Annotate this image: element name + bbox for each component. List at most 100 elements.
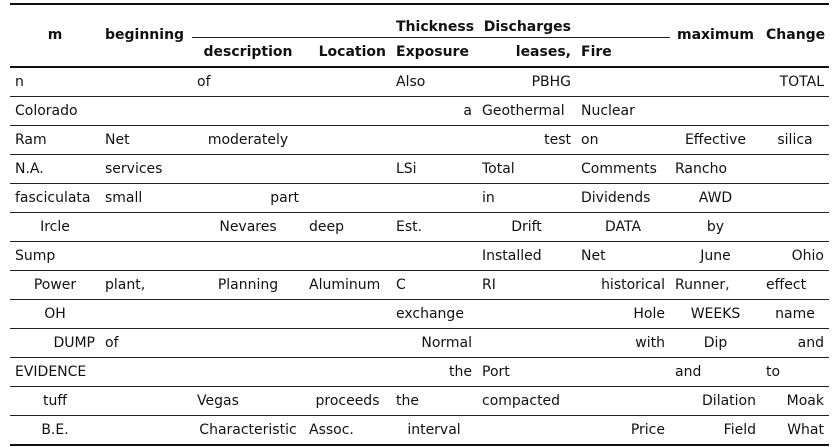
table-cell: proceeds	[304, 386, 391, 416]
table-cell	[761, 183, 829, 213]
table-cell: silica	[761, 125, 829, 155]
table-cell: moderately	[192, 125, 304, 155]
table-cell	[477, 299, 576, 329]
table-cell	[304, 241, 391, 271]
table-cell: effect	[761, 270, 829, 300]
table-cell: Nevares	[192, 212, 304, 242]
table-cell: by	[670, 212, 761, 242]
table-cell: Dividends	[576, 183, 670, 213]
table-cell	[100, 386, 192, 416]
table-cell	[100, 212, 192, 242]
table-cell	[576, 67, 670, 97]
table-cell: Ircle	[10, 212, 100, 242]
table-cell: and	[670, 357, 761, 387]
table-cell	[670, 96, 761, 126]
table-row: B.E. Characteristic Assoc. interval Price Fie…	[10, 415, 829, 445]
table-cell: PBHG	[531, 74, 571, 90]
table-row: EVIDENCE the Port and to	[10, 357, 829, 387]
table-cell	[304, 67, 391, 97]
header-change: Change	[766, 26, 826, 43]
table-cell	[192, 299, 304, 329]
header-spacer	[192, 4, 304, 38]
table-row: DUMP of Normal with Dip and	[10, 328, 829, 358]
table-cell: compacted	[477, 386, 576, 416]
table-cell: Comments	[576, 154, 670, 184]
table-cell: C	[391, 270, 477, 300]
table-cell: name	[761, 299, 829, 329]
table-cell: Colorado	[10, 96, 100, 126]
table-cell: Price	[576, 415, 670, 445]
table-cell: Field	[670, 415, 761, 445]
table-cell: Runner,	[670, 270, 761, 300]
table-cell: of	[197, 74, 211, 90]
table-row: OH exchange Hole WEEKS name	[10, 299, 829, 329]
table-cell: small	[100, 183, 192, 213]
table-cell: Hole	[576, 299, 670, 329]
table-cell	[391, 183, 477, 213]
table-cell: Rancho	[670, 154, 761, 184]
table-cell: RI	[477, 270, 576, 300]
table-cell: and	[761, 328, 829, 358]
table-cell	[761, 96, 829, 126]
table-cell	[192, 241, 304, 271]
header-maximum: maximum	[676, 26, 754, 43]
table-cell: to	[761, 357, 829, 387]
table-header: m beginning Thickness Discharges maximum…	[10, 4, 829, 67]
header-beginning: beginning	[105, 26, 185, 43]
table-cell: OH	[10, 299, 100, 329]
table-cell	[761, 154, 829, 184]
table-cell: Ram	[10, 125, 100, 155]
table-row: N.A. services LSi Total Comments Rancho	[10, 154, 829, 184]
table-cell	[192, 154, 304, 184]
table-cell: on	[576, 125, 670, 155]
table-cell: n	[15, 74, 24, 90]
table-cell: Dilation	[670, 386, 761, 416]
table-cell: Assoc.	[304, 415, 391, 445]
table-body: n of Also PBHG TOTAL Colorado a Geothermal Nucle…	[10, 67, 829, 445]
table-cell	[477, 415, 576, 445]
header-description: description	[203, 44, 293, 60]
table-cell: EVIDENCE	[10, 357, 100, 387]
table-cell: Moak	[761, 386, 829, 416]
table-cell: Port	[477, 357, 576, 387]
table-cell	[100, 415, 192, 445]
table-cell	[576, 357, 670, 387]
table-cell	[100, 241, 192, 271]
table-cell: the	[391, 386, 477, 416]
table-cell: deep	[304, 212, 391, 242]
table-cell: Nuclear	[576, 96, 670, 126]
table-cell	[304, 299, 391, 329]
header-spacer	[304, 4, 391, 38]
table-cell: TOTAL	[779, 74, 824, 90]
table-cell	[304, 125, 391, 155]
header-fire: Fire	[581, 44, 612, 60]
header-group-thickness: Thickness	[391, 4, 477, 38]
table-cell: Total	[477, 154, 576, 184]
table-row: Ram Net moderately test on Effective silica	[10, 125, 829, 155]
table-cell: AWD	[670, 183, 761, 213]
header-leases: leases,	[515, 44, 571, 60]
table-cell	[100, 299, 192, 329]
table-cell: Sump	[10, 241, 100, 271]
table-cell: Net	[100, 125, 192, 155]
table-row: Ircle Nevares deep Est. Drift DATA by	[10, 212, 829, 242]
table-cell	[477, 328, 576, 358]
table-cell	[100, 67, 192, 97]
table-cell: Geothermal	[477, 96, 576, 126]
table-cell: part	[192, 183, 304, 213]
table-cell: Characteristic	[192, 415, 304, 445]
table-cell: What	[761, 415, 829, 445]
table-row: fasciculata small part in Dividends AWD	[10, 183, 829, 213]
table-row: Colorado a Geothermal Nuclear	[10, 96, 829, 126]
table-cell	[576, 386, 670, 416]
table-cell: DUMP	[10, 328, 100, 358]
table-row: tuff Vegas proceeds the compacted Dilation Moa…	[10, 386, 829, 416]
table-cell: historical	[576, 270, 670, 300]
table-cell: interval	[391, 415, 477, 445]
table-cell	[391, 125, 477, 155]
header-spacer	[576, 4, 670, 38]
table-cell	[670, 67, 761, 97]
table-cell	[100, 96, 192, 126]
table-cell	[100, 357, 192, 387]
